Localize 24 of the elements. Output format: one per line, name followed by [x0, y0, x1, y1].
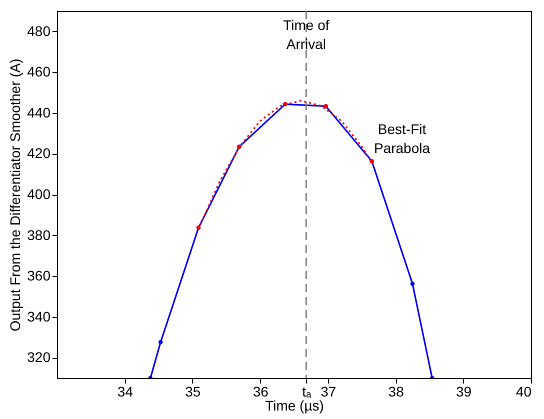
x-axis-title: Time (µs): [265, 398, 324, 414]
point: [410, 282, 415, 286]
annotation: Best-Fit Parabola: [374, 121, 430, 156]
y-tick-label: 400: [27, 186, 51, 202]
y-axis-title: Output From the Differentiator Smoother (A): [7, 58, 24, 332]
x-tick-label: 37: [320, 384, 336, 400]
y-tick-label: 320: [27, 349, 51, 366]
x-tick-label: 35: [185, 384, 201, 400]
y-tick-label: 420: [27, 145, 51, 162]
y-tick-label: 380: [27, 226, 51, 243]
y-tick-label: 360: [27, 268, 51, 284]
y-tick-label: 460: [27, 64, 51, 80]
x-tick-label: tₐ: [302, 384, 312, 400]
y-tick-label: 440: [27, 104, 51, 120]
y-tick-label: 480: [27, 22, 51, 39]
ref-line-label: Time of Arrival: [283, 17, 330, 52]
point: [158, 340, 163, 344]
x-tick-label: 36: [252, 384, 269, 400]
x-tick-label: 39: [456, 384, 472, 400]
x-tick-label: 40: [516, 384, 532, 400]
x-tick-label: 34: [117, 384, 134, 400]
x-tick-label: 38: [388, 384, 404, 400]
y-tick-label: 340: [27, 308, 51, 324]
line-series: [148, 102, 434, 378]
